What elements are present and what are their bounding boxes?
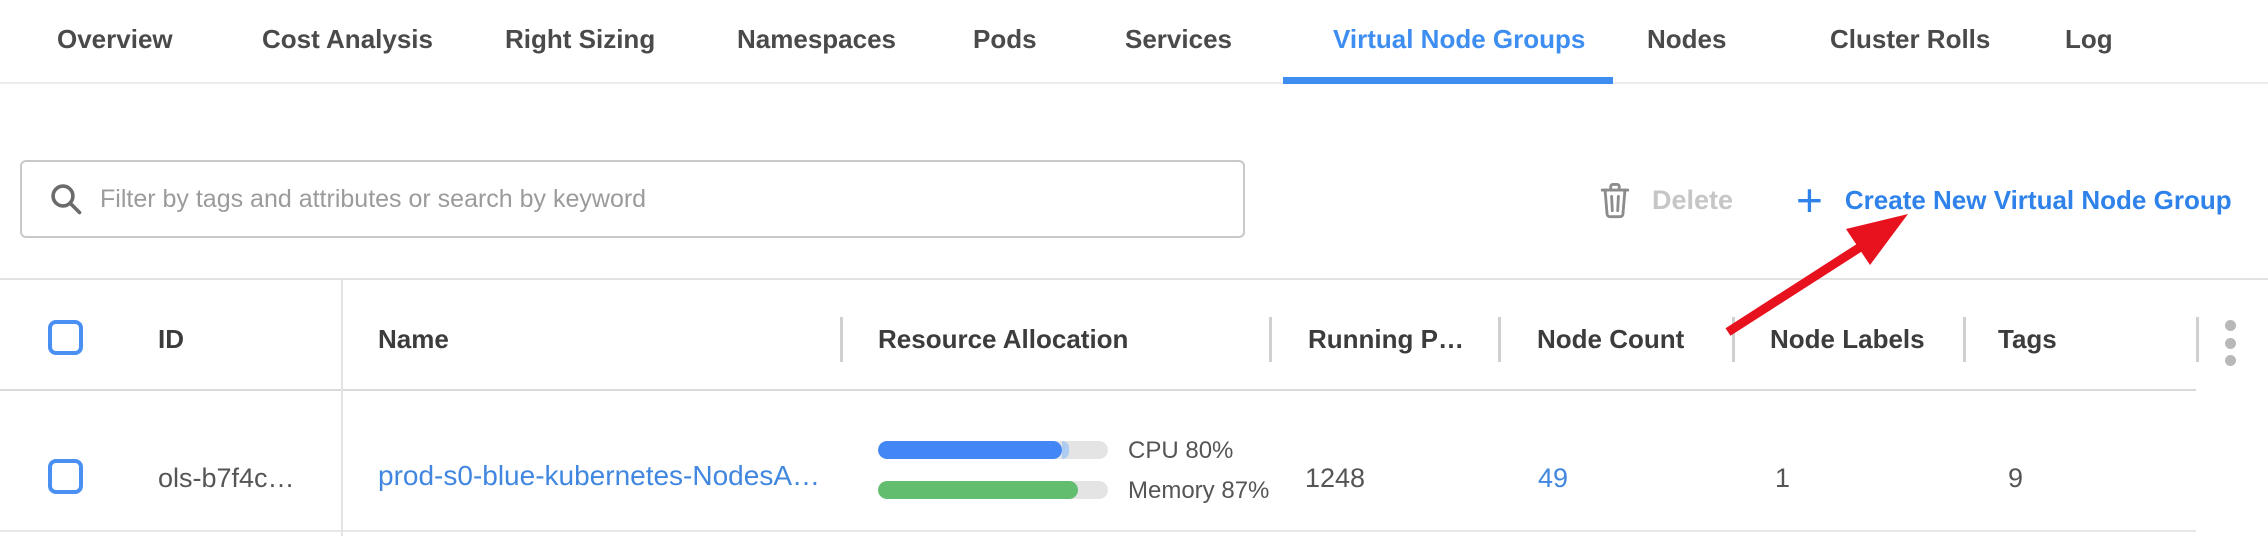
tab-pods[interactable]: Pods [973,24,1037,54]
column-header-id[interactable]: ID [158,324,184,354]
select-all-checkbox[interactable] [48,320,83,355]
column-header-running-pods[interactable]: Running P… [1308,324,1464,354]
plus-icon: + [1796,174,1823,226]
active-tab-underline [1283,77,1613,84]
column-divider [1269,317,1272,362]
cluster-tab-bar: Overview Cost Analysis Right Sizing Name… [0,0,2268,84]
table-top-border [0,278,2268,280]
cpu-allocation-label: CPU 80% [1128,437,1234,464]
row-id: ols-b7f4c… [158,463,295,493]
memory-allocation-bar [878,481,1108,499]
cpu-bar-fill [878,441,1062,459]
row-checkbox[interactable] [48,459,83,494]
delete-button-label: Delete [1652,184,1734,215]
cpu-allocation-bar [878,441,1108,459]
tab-virtual-node-groups[interactable]: Virtual Node Groups [1333,24,1586,54]
create-new-virtual-node-group-button[interactable]: + Create New Virtual Node Group [1796,172,2232,228]
column-header-tags[interactable]: Tags [1998,324,2057,354]
id-name-column-divider [341,280,343,536]
tab-right-sizing[interactable]: Right Sizing [505,24,656,54]
trash-icon [1600,183,1630,219]
column-header-name[interactable]: Name [378,324,449,354]
search-icon [51,184,82,215]
tab-overview[interactable]: Overview [57,24,173,54]
row-tags: 9 [2008,463,2024,493]
header-bottom-border [0,389,2196,391]
tab-cost-analysis[interactable]: Cost Analysis [262,24,433,54]
filter-search-box [20,160,1245,238]
cpu-bar-fill-light [1062,441,1069,459]
column-divider [1963,317,1966,362]
column-options-kebab-icon[interactable] [2218,320,2242,366]
memory-bar-fill [878,481,1079,499]
column-header-node-labels[interactable]: Node Labels [1770,324,1925,354]
column-header-node-count[interactable]: Node Count [1537,324,1685,354]
delete-button[interactable]: Delete [1598,178,1733,222]
row-bottom-border [0,530,2196,532]
row-running-pods: 1248 [1305,463,1366,493]
column-header-resource-allocation[interactable]: Resource Allocation [878,324,1129,354]
row-name-link[interactable]: prod-s0-blue-kubernetes-NodesA… [378,460,820,491]
tab-log[interactable]: Log [2065,24,2113,54]
tab-nodes[interactable]: Nodes [1647,24,1727,54]
column-divider [1732,317,1735,362]
memory-allocation-label: Memory 87% [1128,477,1270,504]
filter-search-input[interactable] [100,169,1243,229]
column-divider [2196,317,2199,362]
tab-namespaces[interactable]: Namespaces [737,24,896,54]
tab-cluster-rolls[interactable]: Cluster Rolls [1830,24,1991,54]
column-divider [1498,317,1501,362]
row-node-labels: 1 [1775,463,1791,493]
create-button-label: Create New Virtual Node Group [1844,184,2232,215]
column-divider [840,317,843,362]
tab-services[interactable]: Services [1125,24,1232,54]
row-node-count-link[interactable]: 49 [1538,463,1569,493]
